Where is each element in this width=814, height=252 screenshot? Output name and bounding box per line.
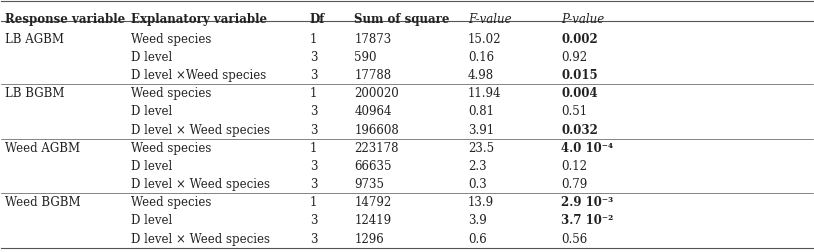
Text: F-value: F-value [468, 13, 511, 26]
Text: 2.9 10⁻³: 2.9 10⁻³ [561, 196, 614, 209]
Text: 223178: 223178 [354, 142, 399, 155]
Text: 0.51: 0.51 [561, 105, 587, 118]
Text: Response variable: Response variable [6, 13, 125, 26]
Text: 15.02: 15.02 [468, 33, 501, 46]
Text: 0.015: 0.015 [561, 69, 597, 82]
Text: 1: 1 [309, 87, 317, 100]
Text: 590: 590 [354, 51, 377, 64]
Text: Sum of square: Sum of square [354, 13, 450, 26]
Text: 0.004: 0.004 [561, 87, 597, 100]
Text: 4.98: 4.98 [468, 69, 494, 82]
Text: D level: D level [131, 51, 173, 64]
Text: 0.56: 0.56 [561, 233, 588, 246]
Text: D level × Weed species: D level × Weed species [131, 123, 270, 137]
Text: 17873: 17873 [354, 33, 392, 46]
Text: 4.0 10⁻⁴: 4.0 10⁻⁴ [561, 142, 613, 155]
Text: LB AGBM: LB AGBM [6, 33, 64, 46]
Text: 0.16: 0.16 [468, 51, 494, 64]
Text: 200020: 200020 [354, 87, 399, 100]
Text: 66635: 66635 [354, 160, 392, 173]
Text: 1: 1 [309, 142, 317, 155]
Text: 3: 3 [309, 160, 317, 173]
Text: 3.9: 3.9 [468, 214, 487, 228]
Text: 3: 3 [309, 51, 317, 64]
Text: 1: 1 [309, 33, 317, 46]
Text: LB BGBM: LB BGBM [6, 87, 65, 100]
Text: 0.032: 0.032 [561, 123, 598, 137]
Text: P-value: P-value [561, 13, 604, 26]
Text: Weed AGBM: Weed AGBM [6, 142, 81, 155]
Text: Weed species: Weed species [131, 87, 212, 100]
Text: 12419: 12419 [354, 214, 392, 228]
Text: D level: D level [131, 214, 173, 228]
Text: 1296: 1296 [354, 233, 384, 246]
Text: D level × Weed species: D level × Weed species [131, 233, 270, 246]
Text: 3: 3 [309, 69, 317, 82]
Text: Weed BGBM: Weed BGBM [6, 196, 81, 209]
Text: Weed species: Weed species [131, 142, 212, 155]
Text: 17788: 17788 [354, 69, 392, 82]
Text: 1: 1 [309, 196, 317, 209]
Text: Weed species: Weed species [131, 196, 212, 209]
Text: 0.3: 0.3 [468, 178, 487, 191]
Text: Explanatory variable: Explanatory variable [131, 13, 267, 26]
Text: 9735: 9735 [354, 178, 384, 191]
Text: 40964: 40964 [354, 105, 392, 118]
Text: 3: 3 [309, 105, 317, 118]
Text: 0.002: 0.002 [561, 33, 597, 46]
Text: 14792: 14792 [354, 196, 392, 209]
Text: 3.7 10⁻²: 3.7 10⁻² [561, 214, 614, 228]
Text: 0.12: 0.12 [561, 160, 587, 173]
Text: 3.91: 3.91 [468, 123, 494, 137]
Text: D level: D level [131, 105, 173, 118]
Text: 0.92: 0.92 [561, 51, 587, 64]
Text: 0.79: 0.79 [561, 178, 588, 191]
Text: 3: 3 [309, 178, 317, 191]
Text: 3: 3 [309, 123, 317, 137]
Text: 0.81: 0.81 [468, 105, 494, 118]
Text: D level × Weed species: D level × Weed species [131, 178, 270, 191]
Text: 196608: 196608 [354, 123, 399, 137]
Text: Df: Df [309, 13, 325, 26]
Text: 13.9: 13.9 [468, 196, 494, 209]
Text: 0.6: 0.6 [468, 233, 487, 246]
Text: 11.94: 11.94 [468, 87, 501, 100]
Text: 3: 3 [309, 233, 317, 246]
Text: Weed species: Weed species [131, 33, 212, 46]
Text: 2.3: 2.3 [468, 160, 487, 173]
Text: D level: D level [131, 160, 173, 173]
Text: D level ×Weed species: D level ×Weed species [131, 69, 266, 82]
Text: 23.5: 23.5 [468, 142, 494, 155]
Text: 3: 3 [309, 214, 317, 228]
